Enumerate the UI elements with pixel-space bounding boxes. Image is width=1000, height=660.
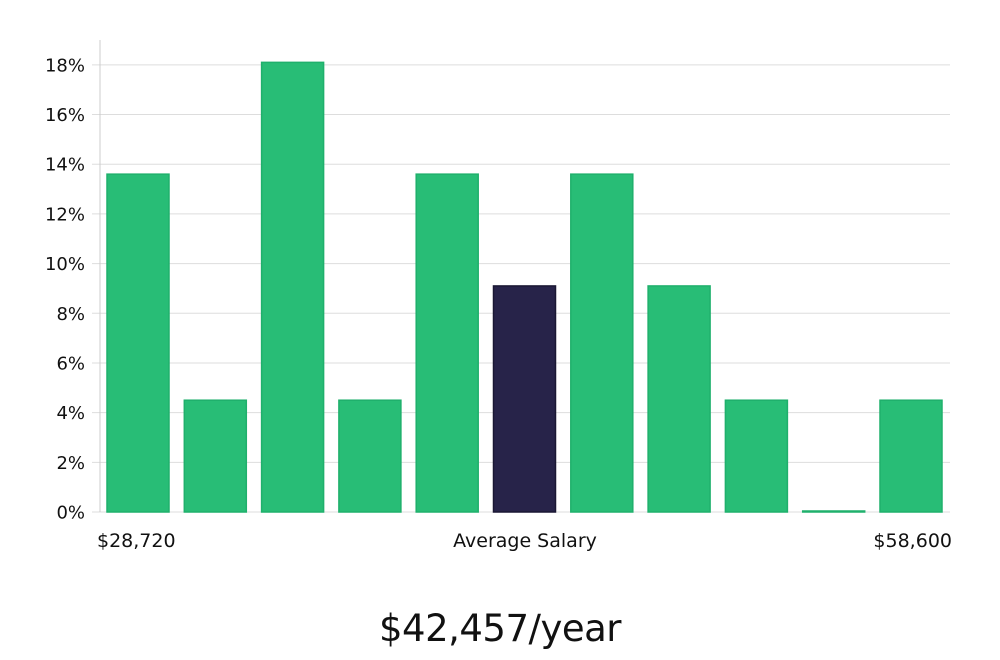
y-axis-ticks: 0% 2% 4% 6% 8% 10% 12% 14% 16% 18% [45, 55, 85, 523]
bar-highlight-average [492, 285, 557, 513]
y-tick-label: 12% [45, 204, 85, 225]
bar-2 [183, 399, 248, 513]
x-center-label: Average Salary [453, 530, 597, 552]
y-tick-label: 16% [45, 105, 85, 126]
bar-10 [801, 510, 866, 513]
y-tick-label: 0% [56, 503, 85, 524]
x-max-label: $58,600 [873, 530, 952, 552]
bar-11 [879, 399, 943, 513]
bar-4 [338, 399, 402, 513]
bar-1 [106, 173, 170, 513]
bar-3 [260, 61, 325, 513]
y-tick-label: 8% [56, 304, 85, 325]
y-tick-label: 14% [45, 155, 85, 176]
y-tick-label: 18% [45, 55, 85, 76]
bar-7 [570, 173, 634, 513]
y-tick-label: 4% [56, 403, 85, 424]
y-tick-label: 10% [45, 254, 85, 275]
bar-9 [724, 399, 789, 513]
average-salary-value: $42,457/year [378, 607, 622, 650]
y-tick-label: 6% [56, 353, 85, 374]
bars [106, 61, 943, 513]
y-tick-label: 2% [56, 453, 85, 474]
x-min-label: $28,720 [97, 530, 176, 552]
bar-8 [647, 285, 711, 513]
bar-5 [415, 173, 479, 513]
